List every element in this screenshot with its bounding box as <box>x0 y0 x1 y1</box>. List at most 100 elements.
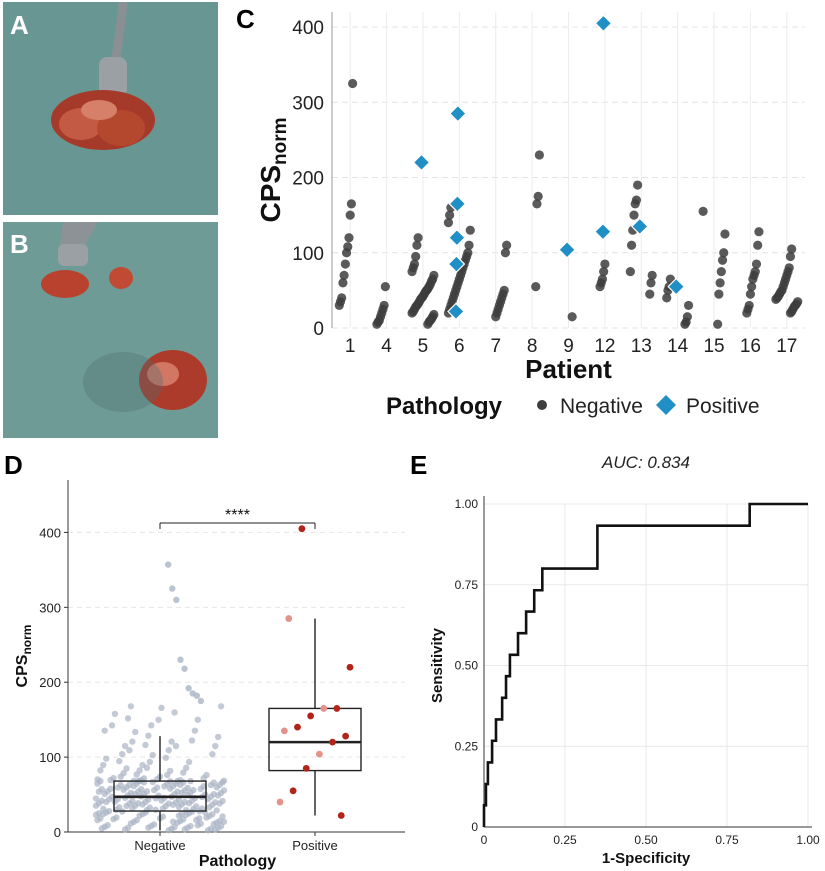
d-negative-point <box>209 750 216 758</box>
d-negative-point <box>162 754 170 761</box>
c-legend-title: Pathology <box>386 393 503 420</box>
c-negative-point <box>334 300 344 311</box>
d-negative-point <box>210 779 218 786</box>
d-negative-point <box>178 810 186 818</box>
d-negative-outlier <box>181 665 188 672</box>
c-negative-point <box>595 282 605 292</box>
c-ytick-label: 100 <box>292 244 324 265</box>
c-negative-point <box>411 251 421 262</box>
c-negative-point <box>751 259 762 269</box>
d-negative-point <box>177 777 184 784</box>
c-negative-point <box>340 259 350 269</box>
d-negative-point <box>104 822 111 829</box>
d-negative-point <box>190 786 197 794</box>
c-positive-point <box>630 217 649 236</box>
d-negative-point <box>143 788 151 795</box>
d-positive-point <box>315 750 323 758</box>
d-negative-point <box>185 758 193 766</box>
c-positive-point <box>667 277 686 296</box>
c-xtick-label: 15 <box>703 336 724 357</box>
d-negative-point <box>166 767 174 775</box>
c-positive-point <box>558 240 576 259</box>
d-positive-point <box>329 738 336 746</box>
c-negative-point <box>341 248 352 258</box>
d-negative-point <box>165 747 172 754</box>
d-negative-point <box>168 738 175 745</box>
c-negative-point <box>413 233 423 243</box>
c-negative-point <box>747 282 757 292</box>
c-xtick-label: 14 <box>667 336 689 357</box>
panel-letter-b: B <box>10 229 29 259</box>
d-negative-point <box>197 820 204 827</box>
c-xtick-label: 4 <box>381 336 392 357</box>
c-negative-point <box>338 278 348 288</box>
d-negative-point <box>210 790 218 798</box>
c-negative-point <box>630 199 640 209</box>
c-negative-point <box>567 312 577 322</box>
c-positive-point <box>594 222 612 241</box>
d-negative-point <box>155 716 162 723</box>
c-negative-point <box>346 199 357 209</box>
d-y-axis-title-main: CPS <box>14 654 31 687</box>
panel-letter-a: A <box>10 10 29 40</box>
d-negative-point <box>107 785 114 793</box>
photo-b-image <box>3 222 218 438</box>
d-negative-point <box>129 797 136 805</box>
d-negative-point <box>124 824 132 832</box>
d-negative-point <box>171 823 178 831</box>
d-negative-point <box>137 785 145 793</box>
d-negative-point <box>98 797 106 804</box>
c-xtick-label: 13 <box>631 336 652 357</box>
c-negative-point <box>407 308 417 318</box>
d-negative-point <box>123 765 130 772</box>
c-positive-point <box>448 195 467 213</box>
d-positive-point <box>302 764 310 772</box>
c-y-axis-title: CPSnorm <box>255 117 291 222</box>
d-positive-point <box>280 727 288 735</box>
d-positive-point <box>337 812 345 819</box>
d-negative-point <box>217 703 225 710</box>
d-negative-point <box>181 798 188 806</box>
d-xtick-label: Positive <box>292 838 338 853</box>
panel-letter-e: E <box>410 450 428 480</box>
d-negative-point <box>116 757 123 765</box>
d-negative-outlier <box>193 692 201 699</box>
d-negative-point <box>97 767 104 774</box>
d-positive-point <box>320 705 328 712</box>
c-negative-point <box>785 251 796 262</box>
d-negative-point <box>101 727 108 734</box>
d-negative-point <box>213 807 220 814</box>
d-negative-point <box>217 823 225 830</box>
d-negative-point <box>153 784 161 791</box>
d-positive-point <box>285 615 293 622</box>
c-y-axis-title-sub: norm <box>270 117 291 165</box>
d-negative-point <box>142 741 149 749</box>
c-positive-point <box>412 153 431 172</box>
d-negative-point <box>142 809 149 816</box>
d-negative-outlier <box>164 561 172 568</box>
e-ytick-label: 0.25 <box>455 739 479 753</box>
d-negative-point <box>212 799 219 806</box>
c-negative-point <box>629 210 639 220</box>
c-negative-point <box>698 206 708 216</box>
c-xtick-label: 1 <box>345 336 356 357</box>
d-negative-point <box>127 703 135 710</box>
d-y-axis-title-sub: norm <box>20 625 34 655</box>
d-negative-outlier <box>173 596 180 604</box>
e-xtick-label: 0.75 <box>715 833 739 847</box>
c-negative-point <box>380 282 390 292</box>
d-negative-point <box>129 738 136 745</box>
e-roc-curve <box>482 502 808 827</box>
d-negative-point <box>111 710 119 718</box>
d-negative-point <box>159 813 167 820</box>
d-negative-point <box>148 722 155 729</box>
d-negative-point <box>172 780 180 787</box>
c-legend-positive-swatch <box>656 395 676 415</box>
c-xtick-label: 16 <box>740 336 761 357</box>
c-negative-point <box>532 199 542 209</box>
d-negative-point <box>126 781 133 789</box>
c-negative-point <box>407 266 417 277</box>
c-xtick-label: 8 <box>527 336 538 357</box>
c-xtick-label: 6 <box>454 336 465 357</box>
